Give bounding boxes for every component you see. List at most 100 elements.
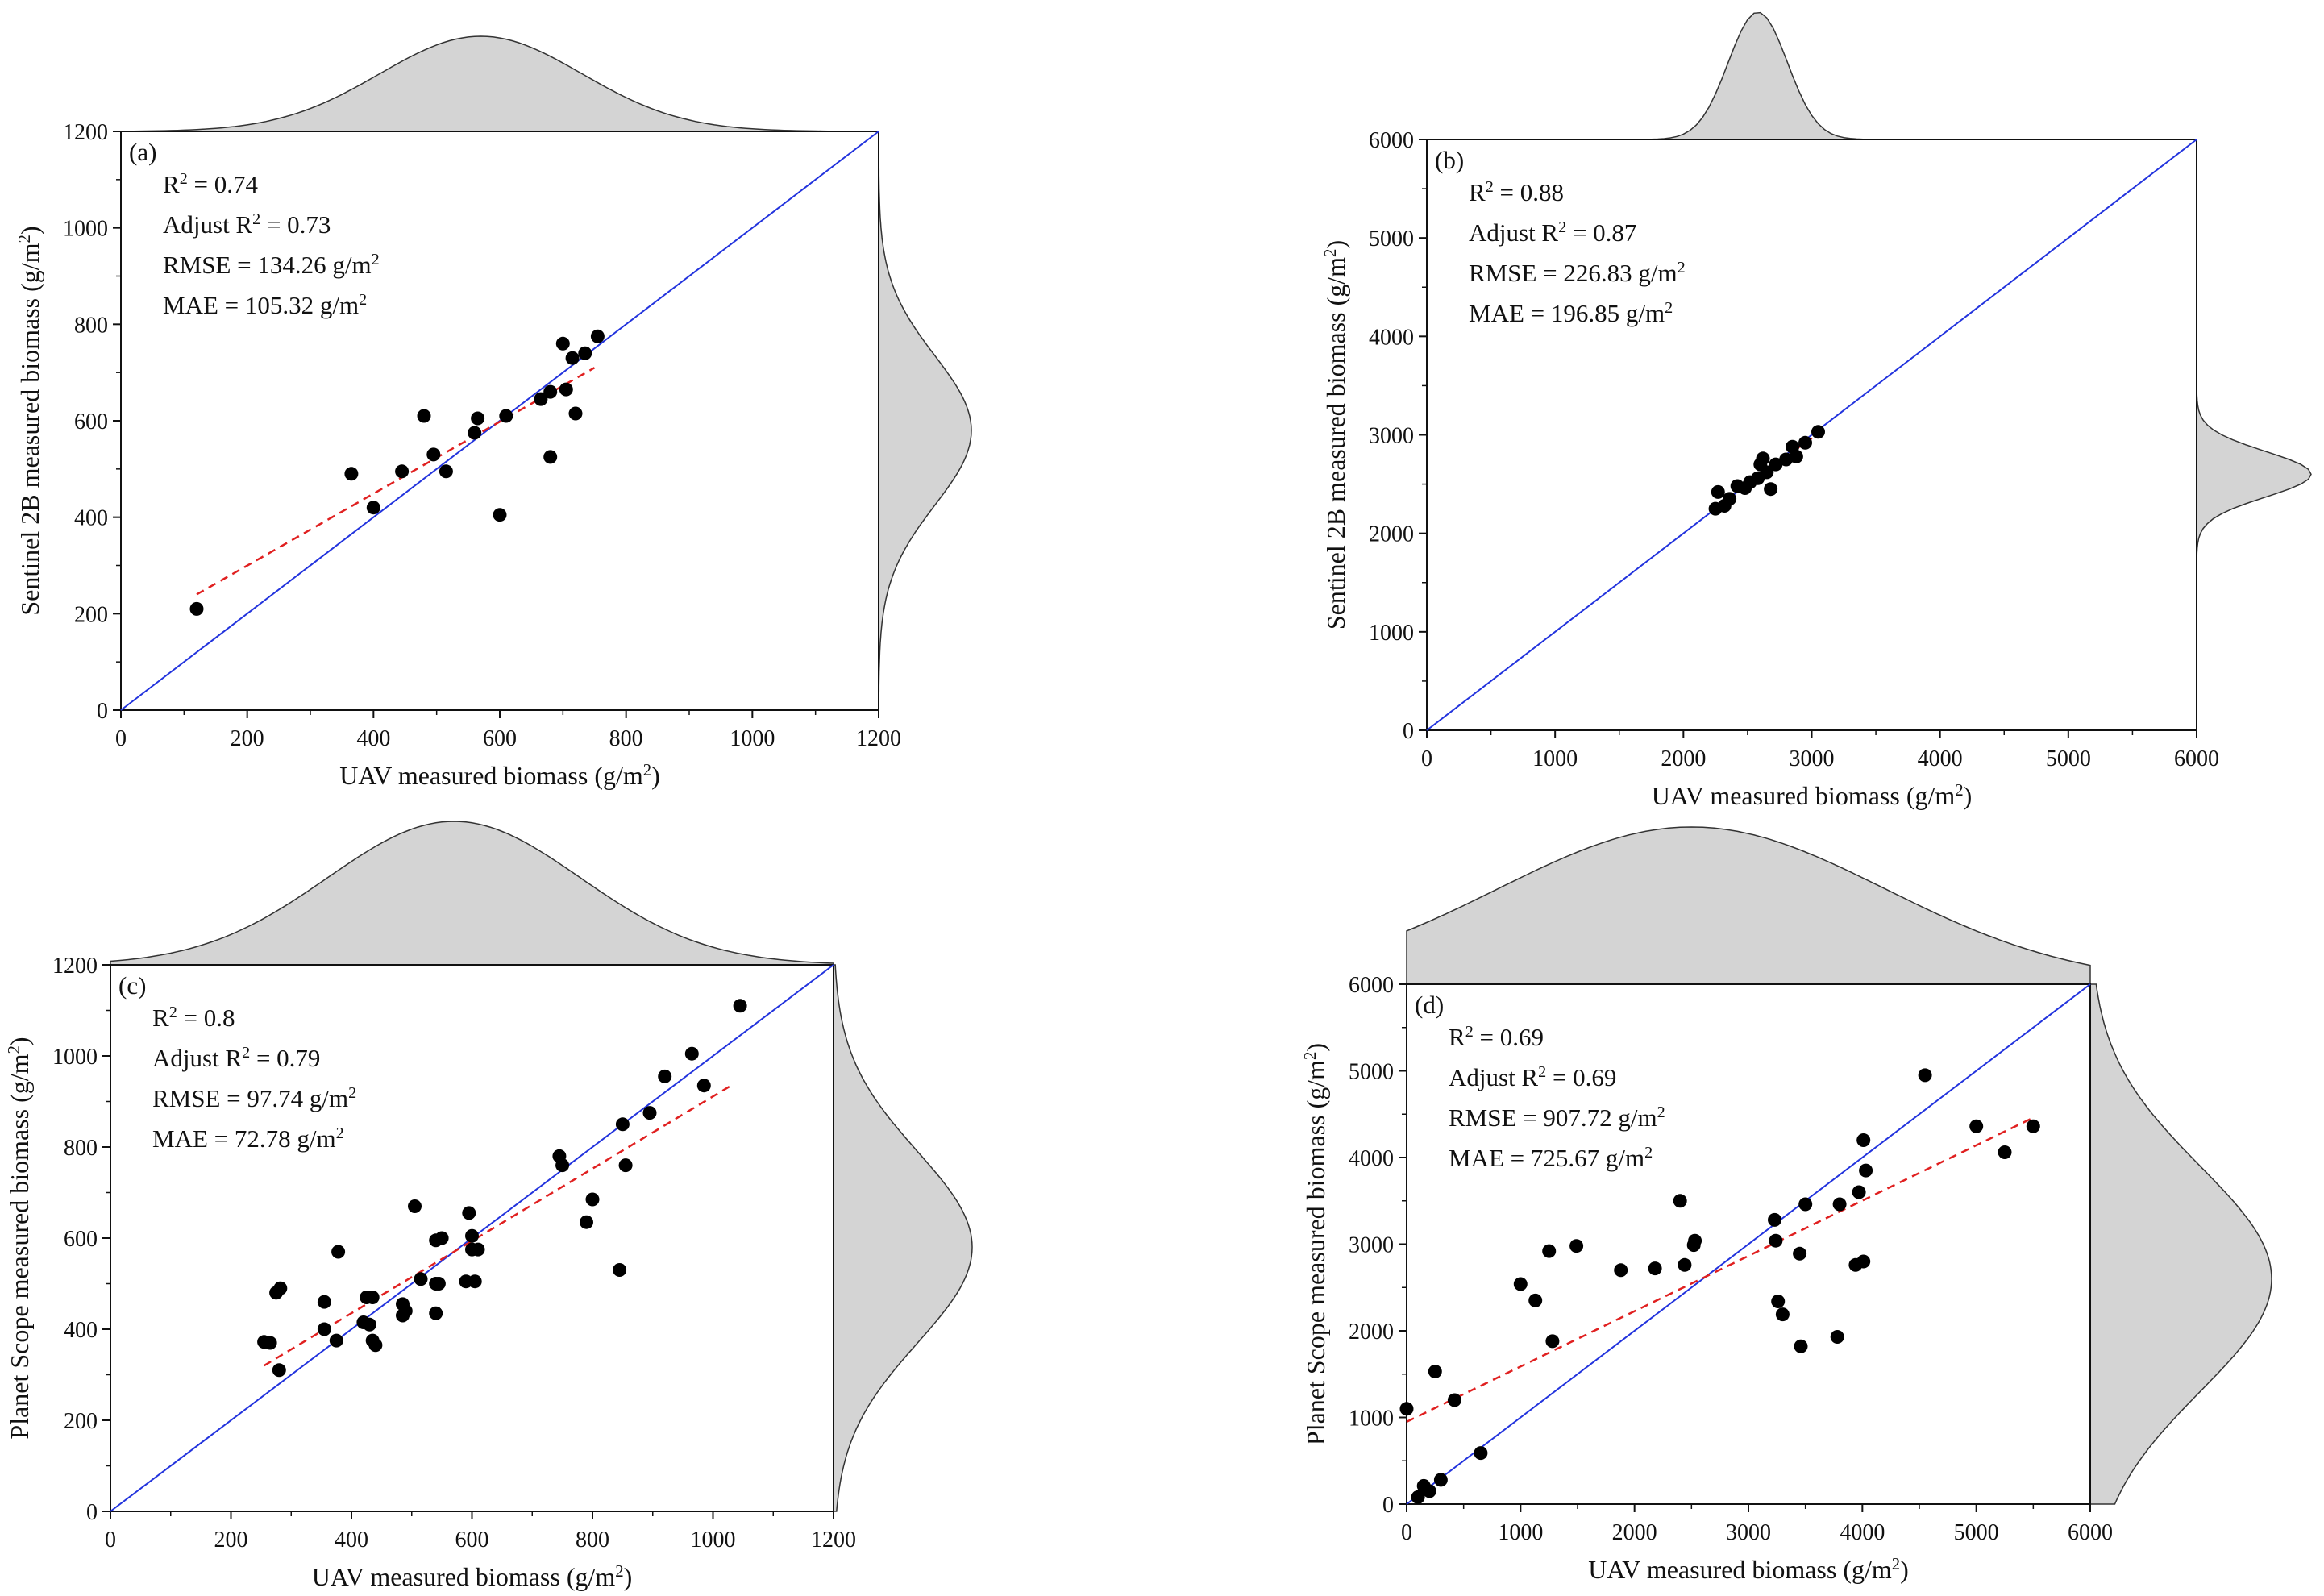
- y-tick-label: 4000: [1369, 325, 1414, 350]
- y-tick-label: 800: [64, 1136, 98, 1161]
- chart-panel-4: 00 1000 1000 2000 2000 3000 3000 4000 4000 5000 50…: [1301, 826, 2272, 1585]
- x-tick-label: 2000: [1661, 746, 1706, 771]
- data-point: [462, 1206, 476, 1220]
- x-tick-label: 400: [335, 1527, 368, 1552]
- y-tick-label: 0: [97, 699, 108, 724]
- data-point: [2026, 1119, 2040, 1133]
- data-point: [317, 1295, 331, 1309]
- stat-line: MAE = 105.32 g/m2: [163, 291, 367, 319]
- x-tick-label: 3000: [1726, 1520, 1771, 1545]
- data-point: [398, 1303, 413, 1318]
- stat-line: Adjust R2 = 0.73: [163, 210, 331, 239]
- data-point: [1832, 1197, 1847, 1212]
- data-point: [658, 1069, 672, 1083]
- data-point: [1768, 1212, 1781, 1227]
- y-axis-title: Sentinel 2B measured biomass (g/m2): [15, 226, 45, 615]
- data-point: [1794, 1339, 1808, 1353]
- y-axis-title: Planet Scope measured biomass (g/m2): [1301, 1043, 1331, 1445]
- data-point: [499, 409, 513, 423]
- data-point: [1447, 1393, 1461, 1407]
- data-point: [272, 1363, 286, 1378]
- x-axis-title: UAV measured biomass (g/m2): [1588, 1555, 1909, 1585]
- data-point: [1798, 435, 1812, 450]
- y-tick-label: 200: [64, 1409, 98, 1434]
- data-point: [1775, 1307, 1790, 1322]
- data-point: [1769, 457, 1783, 472]
- data-point: [565, 351, 580, 365]
- y-tick-label: 5000: [1349, 1060, 1394, 1085]
- panel-label: (b): [1435, 146, 1464, 174]
- y-tick-label: 400: [74, 506, 108, 531]
- x-tick-label: 400: [356, 726, 390, 751]
- data-point: [580, 1215, 593, 1229]
- data-point: [408, 1199, 422, 1213]
- stat-line: RMSE = 134.26 g/m2: [163, 251, 380, 279]
- data-point: [471, 1242, 485, 1257]
- x-axis-title: UAV measured biomass (g/m2): [1652, 781, 1973, 811]
- x-axis-title: UAV measured biomass (g/m2): [312, 1562, 633, 1592]
- x-tick-label: 0: [1401, 1520, 1412, 1545]
- data-point: [534, 392, 548, 406]
- data-point: [613, 1263, 627, 1277]
- data-point: [1678, 1257, 1692, 1272]
- y-tick-label: 1000: [1349, 1407, 1394, 1432]
- data-point: [395, 464, 410, 479]
- y-tick-label: 1200: [63, 120, 108, 145]
- data-point: [1723, 492, 1737, 506]
- stat-line: RMSE = 907.72 g/m2: [1449, 1103, 1665, 1132]
- y-tick-label: 1200: [52, 954, 98, 979]
- data-point: [555, 1158, 570, 1173]
- x-tick-label: 1000: [730, 726, 775, 751]
- identity-line: [1406, 983, 2091, 1505]
- identity-line: [1426, 139, 2197, 731]
- data-point: [362, 1317, 376, 1332]
- y-tick-label: 1000: [1369, 621, 1414, 646]
- data-point: [365, 1291, 380, 1304]
- y-tick-label: 1000: [52, 1045, 98, 1070]
- x-tick-label: 600: [455, 1527, 489, 1552]
- data-point: [568, 406, 583, 421]
- y-tick-label: 3000: [1369, 424, 1414, 449]
- y-tick-label: 6000: [1369, 128, 1414, 153]
- x-tick-label: 4000: [1918, 746, 1963, 771]
- data-point: [1856, 1133, 1871, 1147]
- y-tick-label: 2000: [1349, 1320, 1394, 1345]
- right-density-curve: [2196, 139, 2312, 730]
- x-tick-label: 6000: [2068, 1520, 2113, 1545]
- data-point: [590, 329, 605, 343]
- data-point: [1998, 1145, 2012, 1159]
- data-point: [1673, 1194, 1687, 1208]
- y-axis-title: Planet Scope measured biomass (g/m2): [5, 1037, 35, 1439]
- fit-line: [196, 367, 596, 596]
- stat-line: RMSE = 97.74 g/m2: [152, 1084, 356, 1112]
- y-tick-label: 200: [74, 602, 108, 627]
- data-point: [1764, 482, 1778, 497]
- x-tick-label: 600: [483, 726, 517, 751]
- data-point: [439, 464, 453, 479]
- stat-line: Adjust R2 = 0.69: [1449, 1063, 1616, 1091]
- data-point: [555, 336, 570, 351]
- x-tick-label: 1000: [1532, 746, 1578, 771]
- data-point: [559, 382, 573, 397]
- right-density-curve: [878, 131, 972, 711]
- data-point: [1769, 1233, 1783, 1248]
- data-point: [1474, 1446, 1488, 1461]
- x-tick-label: 1000: [691, 1527, 736, 1552]
- y-tick-label: 2000: [1369, 522, 1414, 547]
- data-point: [1852, 1185, 1866, 1199]
- y-tick-label: 800: [74, 313, 108, 338]
- data-point: [1969, 1119, 1984, 1133]
- data-point: [493, 508, 507, 522]
- data-point: [344, 467, 359, 481]
- x-tick-label: 800: [609, 726, 643, 751]
- data-point: [684, 1046, 699, 1061]
- stat-line: R2 = 0.8: [152, 1004, 235, 1032]
- y-axis-title: Sentinel 2B measured biomass (g/m2): [1321, 240, 1351, 630]
- data-point: [1688, 1233, 1702, 1248]
- x-tick-label: 1200: [856, 726, 901, 751]
- y-tick-label: 4000: [1349, 1146, 1394, 1171]
- x-tick-label: 200: [214, 1527, 248, 1552]
- data-point: [431, 1277, 446, 1291]
- data-point: [1711, 484, 1725, 499]
- y-tick-label: 600: [64, 1227, 98, 1252]
